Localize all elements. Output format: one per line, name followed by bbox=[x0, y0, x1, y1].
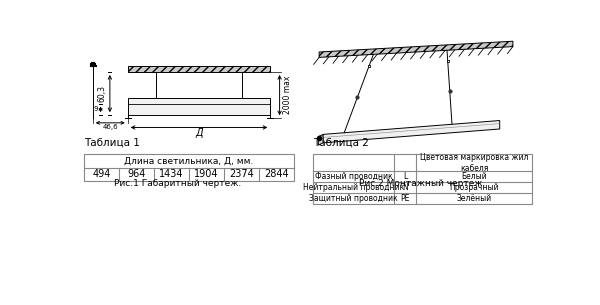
Polygon shape bbox=[319, 135, 323, 145]
Text: Зелёный: Зелёный bbox=[457, 194, 491, 203]
Text: Белый: Белый bbox=[461, 172, 487, 181]
Text: Прозрачный: Прозрачный bbox=[449, 183, 499, 192]
Text: Фазный проводник: Фазный проводник bbox=[315, 172, 392, 181]
Text: L: L bbox=[403, 172, 407, 181]
Bar bbox=[447, 60, 449, 62]
Text: Д: Д bbox=[195, 128, 203, 138]
Text: N: N bbox=[402, 183, 408, 192]
Bar bbox=[128, 98, 271, 115]
Text: Нейтральный проводник: Нейтральный проводник bbox=[303, 183, 404, 192]
Polygon shape bbox=[319, 41, 513, 57]
Text: 2844: 2844 bbox=[264, 170, 289, 179]
Text: Длина светильника, Д, мм.: Длина светильника, Д, мм. bbox=[124, 157, 254, 166]
Polygon shape bbox=[323, 120, 500, 143]
Text: 2000 max: 2000 max bbox=[283, 76, 292, 114]
Bar bbox=[356, 96, 358, 99]
Text: 494: 494 bbox=[92, 170, 111, 179]
Bar bbox=[84, 154, 293, 181]
Text: 964: 964 bbox=[127, 170, 146, 179]
Bar bbox=[449, 90, 451, 92]
Text: Таблица 1: Таблица 1 bbox=[84, 138, 140, 148]
Text: Таблица 2: Таблица 2 bbox=[313, 138, 369, 148]
Bar bbox=[368, 65, 370, 67]
Text: 1434: 1434 bbox=[159, 170, 184, 179]
Bar bbox=[313, 154, 532, 204]
Text: 1904: 1904 bbox=[194, 170, 218, 179]
Text: Рис.1 Габаритный чертеж.: Рис.1 Габаритный чертеж. bbox=[113, 179, 241, 188]
Text: 60,3: 60,3 bbox=[97, 85, 106, 102]
Text: 2374: 2374 bbox=[229, 170, 254, 179]
Text: 9: 9 bbox=[94, 106, 98, 112]
Text: Рис.2 Монтажный чертеж.: Рис.2 Монтажный чертеж. bbox=[359, 179, 486, 188]
Bar bbox=[128, 66, 271, 72]
Text: Защитный проводник: Защитный проводник bbox=[309, 194, 398, 203]
Text: 46,6: 46,6 bbox=[103, 124, 118, 130]
Text: Цветовая маркировка жил
кабеля: Цветовая маркировка жил кабеля bbox=[420, 153, 529, 173]
Text: PE: PE bbox=[400, 194, 410, 203]
